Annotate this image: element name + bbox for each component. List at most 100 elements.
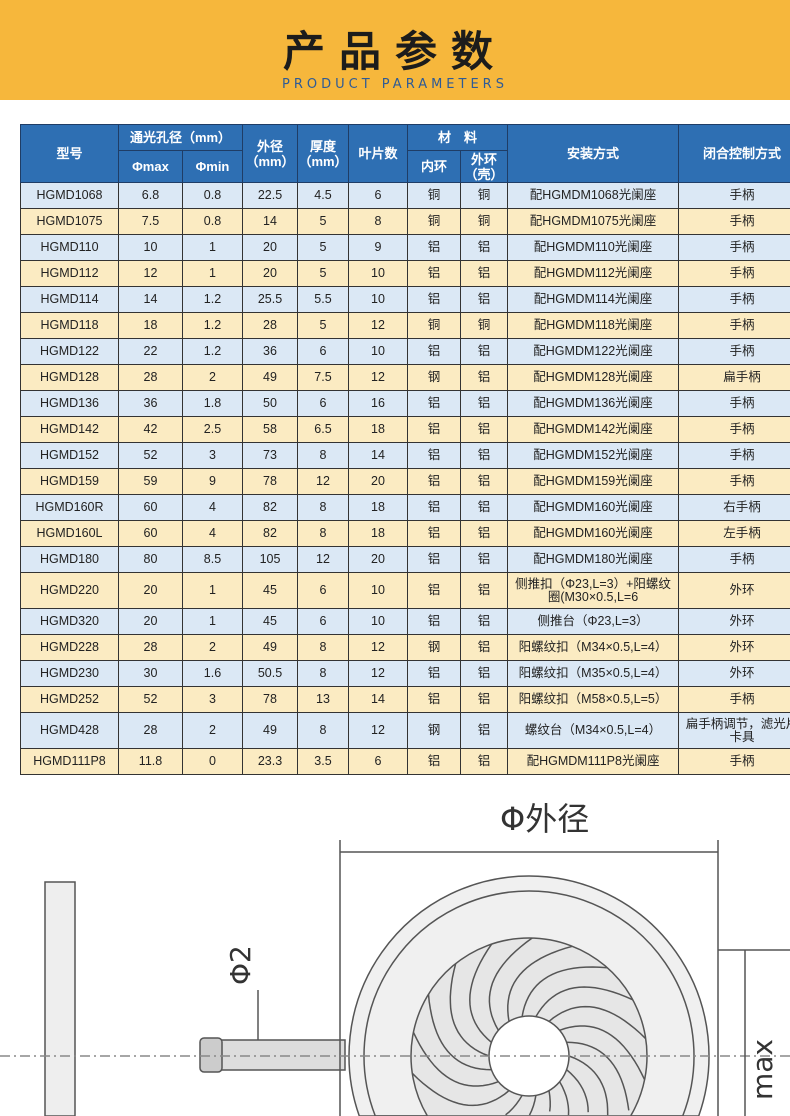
cell-mount: 配HGMDM160光阑座 bbox=[507, 520, 680, 547]
cell-outer-diameter: 50.5 bbox=[242, 660, 298, 687]
cell-phimax: 52 bbox=[118, 442, 183, 469]
cell-thickness: 6 bbox=[297, 338, 349, 365]
table-row: HGMD112 12 1 20 5 10 铝铝配HGMDM112光阑座 手柄 bbox=[20, 260, 790, 287]
cell-blades: 14 bbox=[348, 686, 408, 713]
cell-inner-ring: 铝 bbox=[407, 546, 461, 573]
header-phimax: Φmax bbox=[118, 150, 183, 183]
cell-mount: 配HGMDM160光阑座 bbox=[507, 494, 680, 521]
blade-line bbox=[427, 994, 492, 1071]
cell-outer-diameter: 22.5 bbox=[242, 182, 298, 209]
cell-phimax: 6.8 bbox=[118, 182, 183, 209]
cell-mount: 配HGMDM1068光阑座 bbox=[507, 182, 680, 209]
cell-phimax: 52 bbox=[118, 686, 183, 713]
cell-mount: 配HGMDM136光阑座 bbox=[507, 390, 680, 417]
cell-model: HGMD110 bbox=[20, 234, 119, 261]
cell-blades: 12 bbox=[348, 364, 408, 391]
cell-control: 外环 bbox=[678, 572, 790, 609]
cell-thickness: 8 bbox=[297, 520, 349, 547]
blade-line bbox=[469, 943, 493, 1043]
cell-control: 右手柄 bbox=[678, 494, 790, 521]
cell-inner-ring: 铝 bbox=[407, 390, 461, 417]
cell-outer-ring: 铜 bbox=[459, 208, 509, 235]
header-outer-diameter: 外径（mm） bbox=[242, 124, 298, 183]
cell-blades: 10 bbox=[348, 572, 408, 609]
cell-control: 手柄 bbox=[678, 416, 790, 443]
cell-thickness: 5 bbox=[297, 260, 349, 287]
cell-mount: 配HGMDM112光阑座 bbox=[507, 260, 680, 287]
cell-outer-ring: 铝 bbox=[459, 364, 509, 391]
cell-model: HGMD228 bbox=[20, 634, 119, 661]
cell-model: HGMD160R bbox=[20, 494, 119, 521]
cell-blades: 6 bbox=[348, 748, 408, 775]
cell-blades: 18 bbox=[348, 416, 408, 443]
cell-thickness: 4.5 bbox=[297, 182, 349, 209]
cell-inner-ring: 铝 bbox=[407, 468, 461, 495]
blade-line bbox=[559, 1025, 646, 1081]
cell-outer-diameter: 45 bbox=[242, 608, 298, 635]
table-row: HGMD159 59 9 78 12 20 铝铝配HGMDM159光阑座 手柄 bbox=[20, 468, 790, 495]
cell-phimax: 60 bbox=[118, 494, 183, 521]
cell-mount: 配HGMDM118光阑座 bbox=[507, 312, 680, 339]
cell-phimin: 9 bbox=[182, 468, 243, 495]
cell-thickness: 6.5 bbox=[297, 416, 349, 443]
cell-phimin: 1.2 bbox=[182, 312, 243, 339]
blade-line bbox=[507, 945, 573, 1022]
cell-control: 扁手柄 bbox=[678, 364, 790, 391]
cell-outer-ring: 铝 bbox=[459, 338, 509, 365]
cell-phimin: 2 bbox=[182, 712, 243, 749]
cell-phimax: 42 bbox=[118, 416, 183, 443]
cell-outer-diameter: 50 bbox=[242, 390, 298, 417]
cell-phimax: 20 bbox=[118, 572, 183, 609]
cell-inner-ring: 铝 bbox=[407, 608, 461, 635]
cell-blades: 16 bbox=[348, 390, 408, 417]
cell-inner-ring: 钢 bbox=[407, 712, 461, 749]
cell-outer-ring: 铝 bbox=[459, 468, 509, 495]
cell-blades: 6 bbox=[348, 182, 408, 209]
cell-outer-ring: 铝 bbox=[459, 572, 509, 609]
cell-phimax: 10 bbox=[118, 234, 183, 261]
cell-inner-ring: 铝 bbox=[407, 416, 461, 443]
cell-thickness: 7.5 bbox=[297, 364, 349, 391]
cell-inner-ring: 铝 bbox=[407, 748, 461, 775]
cell-model: HGMD118 bbox=[20, 312, 119, 339]
iris-diaphragm-drawing: Φ外径 Φ2 max bbox=[0, 800, 790, 1116]
cell-thickness: 12 bbox=[297, 468, 349, 495]
cell-inner-ring: 铝 bbox=[407, 260, 461, 287]
cell-blades: 20 bbox=[348, 468, 408, 495]
cell-phimin: 0 bbox=[182, 748, 243, 775]
cell-model: HGMD159 bbox=[20, 468, 119, 495]
cell-outer-ring: 铝 bbox=[459, 660, 509, 687]
cell-outer-diameter: 20 bbox=[242, 234, 298, 261]
cell-control: 外环 bbox=[678, 660, 790, 687]
cell-phimax: 30 bbox=[118, 660, 183, 687]
header-banner: 产品参数 PRODUCT PARAMETERS bbox=[0, 0, 790, 100]
cell-control: 手柄 bbox=[678, 208, 790, 235]
header-mount: 安装方式 bbox=[507, 124, 680, 183]
cell-model: HGMD142 bbox=[20, 416, 119, 443]
cell-inner-ring: 铝 bbox=[407, 442, 461, 469]
cell-phimax: 59 bbox=[118, 468, 183, 495]
cell-phimin: 1 bbox=[182, 260, 243, 287]
cell-mount: 阳螺纹扣（M58×0.5,L=5） bbox=[507, 686, 680, 713]
table-row: HGMD1068 6.8 0.8 22.5 4.5 6 铜铜配HGMDM1068光阑座 手柄 bbox=[20, 182, 790, 209]
cell-outer-diameter: 49 bbox=[242, 364, 298, 391]
cell-phimin: 3 bbox=[182, 686, 243, 713]
cell-control: 手柄 bbox=[678, 686, 790, 713]
cell-inner-ring: 铝 bbox=[407, 494, 461, 521]
cell-outer-diameter: 28 bbox=[242, 312, 298, 339]
cell-thickness: 8 bbox=[297, 660, 349, 687]
header-aperture: 通光孔径（mm） bbox=[118, 124, 243, 151]
cell-model: HGMD220 bbox=[20, 572, 119, 609]
cell-model: HGMD114 bbox=[20, 286, 119, 313]
cell-phimax: 60 bbox=[118, 520, 183, 547]
handle-diameter-label: Φ2 bbox=[224, 945, 257, 985]
cell-phimin: 4 bbox=[182, 494, 243, 521]
cell-control: 手柄 bbox=[678, 286, 790, 313]
cell-thickness: 6 bbox=[297, 572, 349, 609]
cell-blades: 12 bbox=[348, 660, 408, 687]
cell-control: 手柄 bbox=[678, 312, 790, 339]
table-row: HGMD142 42 2.5 58 6.5 18 铝铝配HGMDM142光阑座 手柄 bbox=[20, 416, 790, 443]
table-row: HGMD122 22 1.2 36 6 10 铝铝配HGMDM122光阑座 手柄 bbox=[20, 338, 790, 365]
cell-control: 手柄 bbox=[678, 234, 790, 261]
cell-outer-diameter: 58 bbox=[242, 416, 298, 443]
